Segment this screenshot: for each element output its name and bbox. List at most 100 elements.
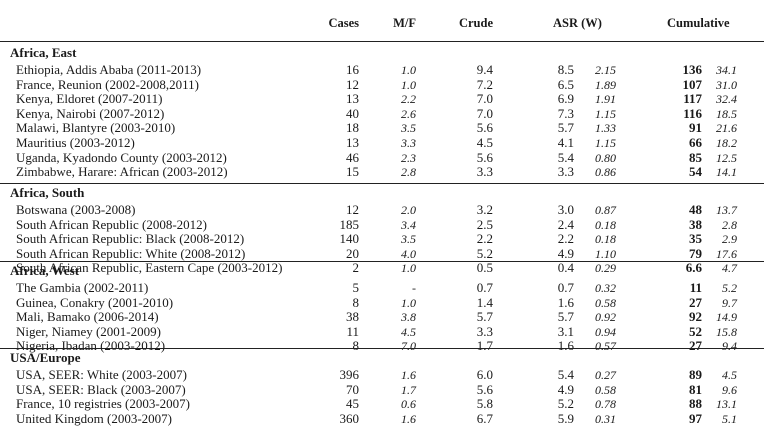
asr-cell: 8.5 [557,62,574,77]
asr-se-cell: 0.32 [595,281,616,295]
asr-cell: 3.3 [557,164,574,180]
cumulative-cell: 117 [683,91,702,107]
table-row: Ethiopia, Addis Ababa (2011-2013) 16 1.0 9.… [0,62,764,78]
cumulative-se-cell: 12.5 [716,150,737,165]
mf-ratio-cell: 4.5 [401,324,416,339]
cases-cell: 5 [352,280,360,295]
cases-cell: 11 [346,323,359,339]
asr-se-cell: 0.80 [595,150,616,165]
crude-rate-cell: 5.2 [476,245,493,261]
cases-cell: 15 [346,164,359,180]
table-row: Nigeria, Ibadan (2003-2012) 8 7.0 1.7 1.6 0.5… [0,338,764,354]
asr-se-cell: 0.18 [595,232,616,247]
cases-cell: 20 [346,245,359,261]
asr-cell: 0.7 [557,280,574,295]
table-row: Botswana (2003-2008) 12 2.0 3.2 3.0 0.87 48 13.… [0,202,764,218]
cumulative-se-cell: 32.4 [716,92,737,107]
table-row: USA, SEER: Black (2003-2007) 70 1.7 5.6 4.9 0… [0,382,764,398]
cases-cell: 8 [352,294,360,310]
crude-rate-cell: 0.7 [476,280,493,295]
cumulative-cell: 81 [689,381,702,397]
cumulative-se-cell: 4.5 [722,368,737,382]
registry-label: South African Republic (2008-2012) [16,216,207,232]
asr-cell: 5.4 [557,367,574,382]
section-title: USA/Europe [10,350,81,365]
registry-label: Malawi, Blantyre (2003-2010) [16,120,176,136]
asr-se-cell: 1.33 [595,121,616,136]
cumulative-cell: 97 [689,410,702,426]
cases-cell: 12 [346,202,359,217]
registry-label: Kenya, Eldoret (2007-2011) [16,91,163,107]
asr-se-cell: 0.87 [595,203,616,217]
cases-cell: 16 [346,62,359,77]
cumulative-se-cell: 17.6 [716,246,737,261]
asr-se-cell: 2.15 [595,63,616,77]
asr-cell: 7.3 [557,105,574,121]
cumulative-cell: 52 [689,323,702,339]
cumulative-se-cell: 13.1 [716,397,737,412]
crude-rate-cell: 5.6 [476,120,493,136]
asr-se-cell: 0.86 [595,165,616,180]
cumulative-cell: 54 [689,164,702,180]
table-row: Malawi, Blantyre (2003-2010) 18 3.5 5.6 5.7 1… [0,120,764,136]
asr-se-cell: 0.18 [595,217,616,232]
header-rule [0,41,764,42]
registry-label: Guinea, Conakry (2001-2010) [16,294,174,310]
cumulative-se-cell: 9.7 [722,295,737,310]
cumulative-cell: 38 [689,216,702,232]
header-crude: Crude [458,16,493,30]
table-row: The Gambia (2002-2011) 5 - 0.7 0.7 0.32 11 5.2 [0,280,764,296]
crude-rate-cell: 5.6 [476,149,493,165]
cumulative-se-cell: 34.1 [716,63,737,77]
asr-se-cell: 0.31 [595,411,616,426]
section-rule [0,348,764,349]
asr-se-cell: 0.58 [595,295,616,310]
section-heading: USA/Europe [0,350,764,366]
crude-rate-cell: 7.0 [476,91,493,107]
asr-se-cell: 0.78 [595,397,616,412]
section-rule [0,183,764,184]
section-title: Africa, East [10,45,77,60]
cumulative-se-cell: 9.6 [722,382,737,397]
asr-cell: 2.4 [557,216,574,232]
crude-rate-cell: 3.3 [476,164,493,180]
cumulative-se-cell: 18.2 [716,136,737,150]
asr-se-cell: 0.29 [595,261,616,276]
mf-ratio-cell: 3.4 [401,217,416,232]
asr-cell: 5.2 [557,396,574,412]
registry-label: France, Reunion (2002-2008,2011) [16,76,199,92]
cases-cell: 2 [352,260,360,276]
cumulative-cell: 48 [689,202,702,217]
registry-label: Zimbabwe, Harare: African (2003-2012) [16,164,228,180]
table-row: South African Republic, Eastern Cape (20… [0,260,764,276]
registry-label: United Kingdom (2003-2007) [16,410,172,426]
asr-cell: 4.9 [557,245,574,261]
registry-label: Botswana (2003-2008) [16,202,136,217]
asr-cell: 2.2 [557,231,574,247]
cumulative-cell: 91 [689,120,702,136]
crude-rate-cell: 5.6 [476,381,493,397]
cases-cell: 396 [339,367,360,382]
table-row: Uganda, Kyadondo County (2003-2012) 46 2.3… [0,150,764,166]
section-title: Africa, South [10,185,85,200]
table-row: Kenya, Eldoret (2007-2011) 13 2.2 7.0 6.9 1.9… [0,91,764,107]
cumulative-se-cell: 2.9 [722,232,737,247]
crude-rate-cell: 6.0 [476,367,493,382]
cumulative-cell: 136 [682,62,703,77]
section-heading: Africa, East [0,45,764,61]
mf-ratio-cell: 1.7 [401,382,416,397]
asr-se-cell: 1.15 [595,136,616,150]
section-rule [0,261,764,262]
header-cases: Cases [328,16,359,30]
mf-ratio-cell: 4.0 [401,246,416,261]
mf-ratio-cell: 2.3 [401,150,416,165]
registry-label: Ethiopia, Addis Ababa (2011-2013) [16,62,202,77]
crude-rate-cell: 7.2 [476,76,493,92]
cumulative-se-cell: 2.8 [722,217,737,232]
asr-cell: 4.9 [557,381,574,397]
crude-rate-cell: 5.7 [476,309,493,325]
mf-ratio-cell: 1.0 [401,295,416,310]
mf-ratio-cell: 1.6 [401,368,416,382]
mf-ratio-cell: 3.8 [401,310,416,325]
